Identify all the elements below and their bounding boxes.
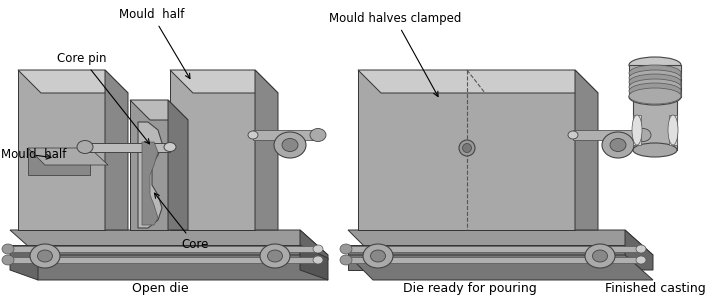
FancyBboxPatch shape (85, 143, 170, 152)
Polygon shape (300, 245, 328, 280)
Polygon shape (168, 100, 188, 230)
Polygon shape (10, 245, 38, 280)
Polygon shape (358, 70, 575, 230)
Polygon shape (358, 70, 598, 93)
FancyBboxPatch shape (253, 130, 318, 140)
Ellipse shape (629, 65, 681, 81)
Ellipse shape (629, 70, 681, 86)
Text: Open die: Open die (132, 282, 189, 295)
Text: Core: Core (155, 193, 209, 251)
Ellipse shape (629, 83, 681, 99)
Polygon shape (575, 70, 598, 230)
Ellipse shape (274, 132, 306, 158)
Polygon shape (629, 73, 681, 78)
Ellipse shape (313, 256, 323, 264)
Ellipse shape (629, 88, 681, 104)
Polygon shape (10, 245, 300, 260)
FancyBboxPatch shape (346, 257, 641, 263)
Polygon shape (18, 70, 105, 230)
Ellipse shape (30, 244, 60, 268)
Polygon shape (348, 230, 653, 255)
Polygon shape (255, 70, 278, 230)
Ellipse shape (268, 250, 282, 262)
Polygon shape (130, 100, 168, 230)
Polygon shape (300, 230, 328, 260)
FancyBboxPatch shape (8, 257, 318, 263)
Polygon shape (669, 115, 677, 145)
Polygon shape (105, 70, 128, 230)
Ellipse shape (610, 138, 626, 151)
Ellipse shape (340, 244, 352, 254)
Ellipse shape (164, 142, 176, 151)
Ellipse shape (310, 129, 326, 141)
Ellipse shape (340, 255, 352, 265)
Ellipse shape (629, 79, 681, 95)
Polygon shape (10, 255, 328, 280)
Polygon shape (625, 230, 653, 270)
Polygon shape (629, 65, 681, 97)
Polygon shape (348, 245, 625, 270)
Ellipse shape (363, 244, 393, 268)
Polygon shape (170, 70, 255, 230)
Ellipse shape (629, 57, 681, 73)
Polygon shape (10, 230, 328, 255)
Polygon shape (629, 91, 681, 96)
Ellipse shape (636, 256, 646, 264)
Text: Finished casting: Finished casting (605, 282, 706, 295)
Ellipse shape (585, 244, 615, 268)
Polygon shape (142, 142, 158, 225)
Polygon shape (170, 70, 278, 93)
Ellipse shape (462, 144, 472, 153)
Text: Mould  half: Mould half (120, 8, 190, 79)
Ellipse shape (593, 250, 608, 262)
Text: Core pin: Core pin (58, 52, 150, 144)
Ellipse shape (37, 250, 53, 262)
Polygon shape (28, 148, 90, 175)
Ellipse shape (632, 115, 642, 145)
Ellipse shape (248, 131, 258, 139)
Ellipse shape (260, 244, 290, 268)
Ellipse shape (313, 245, 323, 253)
Polygon shape (28, 148, 108, 165)
Polygon shape (633, 115, 641, 145)
Ellipse shape (635, 129, 651, 141)
Text: Mould  half: Mould half (1, 148, 66, 162)
Ellipse shape (633, 143, 677, 157)
Ellipse shape (2, 255, 14, 265)
Polygon shape (629, 82, 681, 87)
Ellipse shape (459, 140, 475, 156)
Text: Mould halves clamped: Mould halves clamped (329, 12, 462, 97)
Ellipse shape (77, 141, 93, 154)
Ellipse shape (602, 132, 634, 158)
Ellipse shape (636, 245, 646, 253)
Ellipse shape (282, 138, 298, 151)
Polygon shape (18, 70, 128, 93)
Polygon shape (130, 100, 188, 120)
Ellipse shape (568, 131, 578, 139)
Ellipse shape (371, 250, 385, 262)
Polygon shape (348, 255, 653, 280)
Ellipse shape (629, 74, 681, 90)
Ellipse shape (668, 115, 678, 145)
Polygon shape (633, 97, 677, 150)
FancyBboxPatch shape (346, 246, 641, 252)
FancyBboxPatch shape (573, 130, 643, 140)
Polygon shape (138, 122, 162, 228)
Ellipse shape (629, 89, 681, 105)
FancyBboxPatch shape (8, 246, 318, 252)
Text: Die ready for pouring: Die ready for pouring (403, 282, 537, 295)
Ellipse shape (2, 244, 14, 254)
